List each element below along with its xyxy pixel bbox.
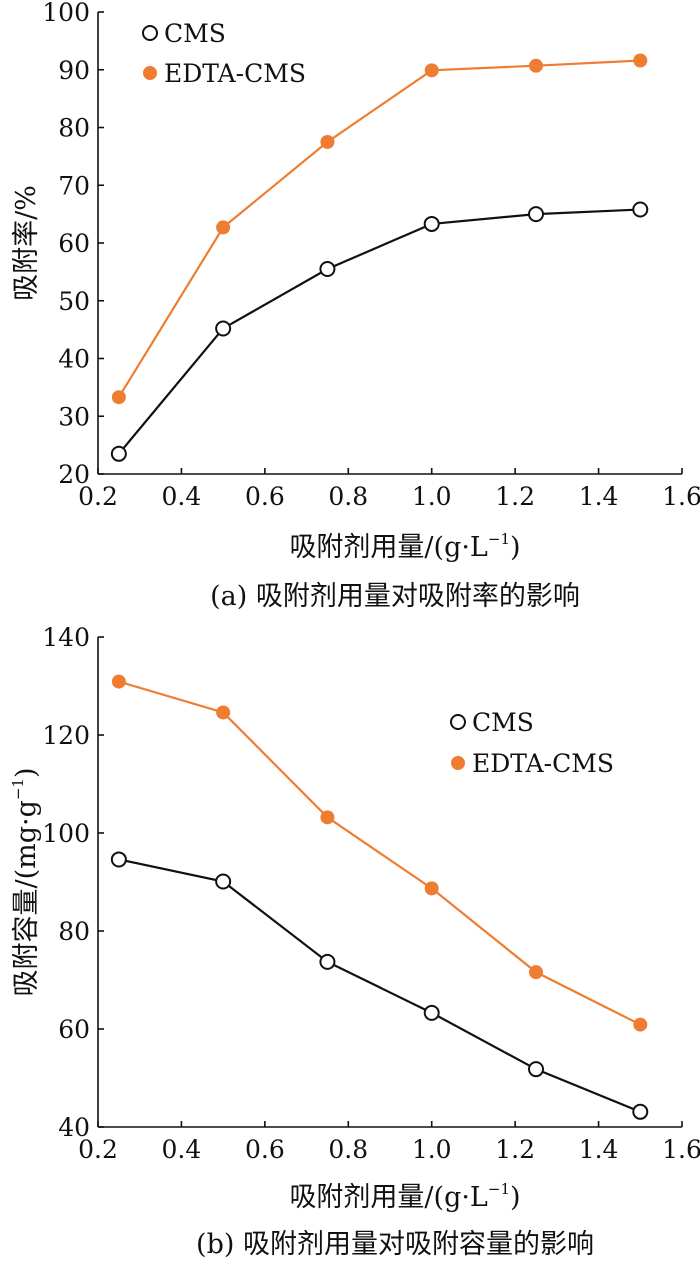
cms-point (319, 953, 336, 970)
edta-cms-point (111, 390, 126, 405)
x-tick-label: 0.6 (245, 482, 285, 511)
edta-cms-point (320, 134, 335, 149)
x-axis-label: 吸附剂用量/(g·L−1) (289, 1180, 520, 1213)
y-tick-label: 40 (58, 1113, 90, 1142)
x-tick-label: 1.4 (579, 482, 619, 511)
edta-cms-line (117, 59, 641, 398)
x-tick-label: 0.2 (78, 482, 118, 511)
x-axis-label-sup: −1 (488, 1180, 510, 1198)
edta-cms-point (633, 53, 648, 68)
edta-cms-point (111, 674, 126, 689)
x-tick-label: 1.0 (412, 1135, 452, 1164)
y-tick-label: 50 (58, 287, 90, 316)
x-axis-label-main: 吸附剂用量/(g·L (289, 532, 487, 563)
y-axis-label-sup: −1 (9, 778, 27, 800)
edta-cms-point (216, 705, 231, 720)
y-tick-label: 80 (58, 114, 90, 143)
edta-cms-point (424, 881, 439, 896)
edta-cms-point (529, 965, 543, 980)
x-tick-label: 0.8 (328, 482, 368, 511)
y-axis-label-main: 吸附容量/(mg·g (11, 800, 42, 996)
chart-adsorption-capacity: 40 60 80 100 120 140 0.2 0.4 0.6 0.8 1.0 1.2 1.4 1.6 吸… (9, 623, 700, 1260)
cms-point (215, 873, 232, 890)
x-tick-label: 1.6 (662, 482, 700, 511)
figure-caption: (b) 吸附剂用量对吸附容量的影响 (196, 1229, 594, 1260)
y-tick-label: 100 (42, 819, 90, 848)
y-tick-label: 60 (58, 229, 90, 258)
edta-cms-point (216, 220, 231, 235)
x-tick-label: 0.2 (78, 1135, 118, 1164)
cms-point (215, 320, 232, 337)
edta-cms-point (320, 810, 335, 825)
x-tick-label: 1.2 (495, 482, 535, 511)
y-tick-label: 60 (58, 1015, 90, 1044)
cms-point (528, 1061, 544, 1078)
cms-line (118, 208, 641, 455)
y-tick-label: 30 (58, 402, 90, 431)
cms-point (319, 260, 336, 277)
y-axis-label: 吸附容量/(mg·g−1) (9, 767, 42, 996)
y-axis-label-close: ) (11, 767, 42, 778)
legend-label-cms: CMS (164, 19, 226, 48)
y-tick-label: 20 (58, 460, 90, 489)
cms-point (423, 1004, 440, 1021)
x-tick-label: 1.2 (495, 1135, 535, 1164)
edta-cms-point (633, 1017, 648, 1032)
y-axis-label-main: 吸附率/% (11, 185, 42, 301)
x-axis-label-sup: −1 (488, 530, 510, 548)
legend-marker-edta-cms (451, 756, 465, 770)
x-axis-label: 吸附剂用量/(g·L−1) (289, 530, 520, 563)
y-tick-label: 140 (42, 623, 90, 652)
cms-point (110, 851, 127, 868)
cms-line (118, 858, 641, 1113)
x-tick-label: 0.8 (328, 1135, 368, 1164)
x-tick-label: 1.4 (579, 1135, 619, 1164)
x-axis-label-close: ) (510, 532, 521, 563)
y-axis-label: 吸附率/% (11, 185, 42, 301)
cms-point (632, 201, 649, 218)
y-tick-label: 70 (58, 171, 90, 200)
legend-marker-cms (142, 25, 158, 41)
y-tick-label: 90 (58, 56, 90, 85)
legend-label-cms: CMS (472, 708, 534, 737)
y-tick-label: 100 (42, 0, 90, 27)
x-tick-label: 1.0 (412, 482, 452, 511)
edta-cms-line (118, 680, 641, 1026)
chart-adsorption-rate: 20 30 40 50 60 70 80 90 100 0.2 0.4 0.6 0.8 1.0 1.2 1.4… (11, 0, 700, 612)
x-tick-label: 0.4 (162, 1135, 202, 1164)
x-tick-label: 0.6 (245, 1135, 285, 1164)
x-axis-label-close: ) (510, 1182, 521, 1213)
y-tick-label: 80 (58, 917, 90, 946)
figure-caption: (a) 吸附剂用量对吸附率的影响 (210, 581, 580, 612)
y-tick-label: 120 (42, 721, 90, 750)
legend-marker-edta-cms (143, 66, 157, 80)
cms-point (632, 1103, 649, 1120)
cms-point (110, 445, 127, 462)
legend-marker-cms (450, 714, 466, 730)
legend-label-edta-cms: EDTA-CMS (472, 749, 614, 778)
x-tick-label: 0.4 (162, 482, 202, 511)
cms-point (528, 206, 544, 223)
x-axis-label-main: 吸附剂用量/(g·L (289, 1182, 487, 1213)
edta-cms-point (424, 63, 439, 78)
y-tick-label: 40 (58, 345, 90, 374)
cms-point (423, 215, 440, 232)
x-tick-label: 1.6 (662, 1135, 700, 1164)
edta-cms-point (529, 58, 543, 73)
legend-label-edta-cms: EDTA-CMS (164, 59, 306, 88)
